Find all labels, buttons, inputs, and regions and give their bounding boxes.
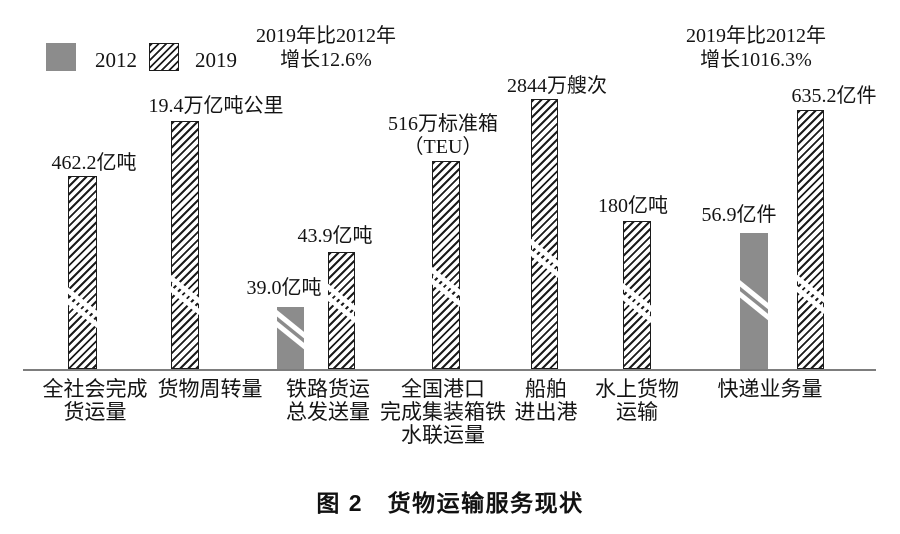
category-label-line: 全国港口 — [401, 377, 485, 401]
category-label-line: 货运量 — [63, 400, 127, 424]
x-axis-line — [23, 369, 876, 371]
value-label-express-volume-2012: 56.9亿件 — [702, 204, 777, 227]
category-label-line: 总发送量 — [286, 400, 370, 424]
value-label-freight-turnover-2019: 19.4万亿吨公里 — [149, 95, 284, 118]
bar-ship-port-calls-2019 — [526, 99, 563, 369]
value-label-line: 516万标准箱 — [388, 113, 498, 135]
category-label-line: 完成集装箱铁 — [380, 400, 506, 424]
value-label-port-container-rail-water-2019: 516万标准箱 （TEU） — [388, 113, 498, 159]
category-label-5: 水上货物 运输 — [595, 378, 679, 424]
value-label-line: 462.2亿吨 — [51, 152, 137, 174]
category-label-line: 进出港 — [514, 400, 578, 424]
value-label-line: 180亿吨 — [598, 195, 668, 217]
bar-port-container-rail-water-2019 — [427, 161, 465, 369]
legend: 2012 2019 — [46, 42, 237, 72]
bar-rail-freight-2019 — [323, 252, 360, 369]
category-label-line: 货物周转量 — [157, 377, 263, 401]
bar-express-volume-2019 — [792, 110, 829, 369]
value-label-rail-freight-2019: 43.9亿吨 — [298, 225, 373, 248]
growth-annotation-left-line2: 增长12.6% — [280, 49, 372, 71]
category-label-line: 水上货物 — [595, 377, 679, 401]
growth-annotation-right-line1: 2019年比2012年 — [686, 25, 826, 47]
legend-label-2012: 2012 — [95, 47, 137, 72]
category-label-line: 船舶 — [525, 377, 567, 401]
bar-rail-freight-2012 — [271, 307, 310, 369]
legend-swatch-2019 — [149, 43, 179, 71]
value-label-express-volume-2019: 635.2亿件 — [792, 85, 877, 108]
value-label-rail-freight-2012: 39.0亿吨 — [247, 277, 322, 300]
category-label-3: 全国港口 完成集装箱铁 水联运量 — [380, 378, 506, 447]
bar-express-volume-2012 — [734, 233, 774, 369]
growth-annotation-left: 2019年比2012年 增长12.6% — [256, 24, 396, 72]
legend-label-2019: 2019 — [195, 47, 237, 72]
category-label-6: 快递业务量 — [718, 378, 823, 401]
growth-annotation-right-line2: 增长1016.3% — [700, 49, 812, 71]
value-label-line: 39.0亿吨 — [246, 277, 322, 299]
figure-caption: 图 2 货物运输服务现状 — [316, 490, 584, 516]
category-label-line: 运输 — [616, 400, 658, 424]
value-label-waterborne-freight-2019: 180亿吨 — [598, 195, 668, 218]
legend-swatch-2012 — [46, 43, 76, 71]
growth-annotation-right: 2019年比2012年 增长1016.3% — [686, 24, 826, 72]
value-label-ship-port-calls-2019: 2844万艘次 — [507, 75, 607, 98]
value-label-line: 43.9亿吨 — [297, 225, 373, 247]
growth-annotation-left-line1: 2019年比2012年 — [256, 25, 396, 47]
category-label-line: 水联运量 — [401, 423, 485, 447]
category-label-0: 全社会完成 货运量 — [43, 378, 148, 424]
category-label-4: 船舶 进出港 — [515, 378, 578, 424]
value-label-line: 19.4万亿吨公里 — [148, 95, 284, 117]
bar-freight-turnover-2019 — [166, 121, 204, 369]
value-label-line: （TEU） — [403, 136, 483, 158]
category-label-2: 铁路货运 总发送量 — [286, 378, 370, 424]
bar-total-freight-2019 — [63, 176, 102, 369]
category-label-line: 铁路货运 — [286, 377, 370, 401]
category-label-1: 货物周转量 — [158, 378, 263, 401]
category-label-line: 全社会完成 — [42, 377, 148, 401]
bar-waterborne-freight-2019 — [618, 221, 656, 369]
value-label-total-freight-2019: 462.2亿吨 — [52, 152, 137, 175]
category-label-line: 快递业务量 — [717, 377, 823, 401]
value-label-line: 56.9亿件 — [701, 204, 777, 226]
value-label-line: 635.2亿件 — [791, 85, 877, 107]
value-label-line: 2844万艘次 — [507, 75, 607, 97]
